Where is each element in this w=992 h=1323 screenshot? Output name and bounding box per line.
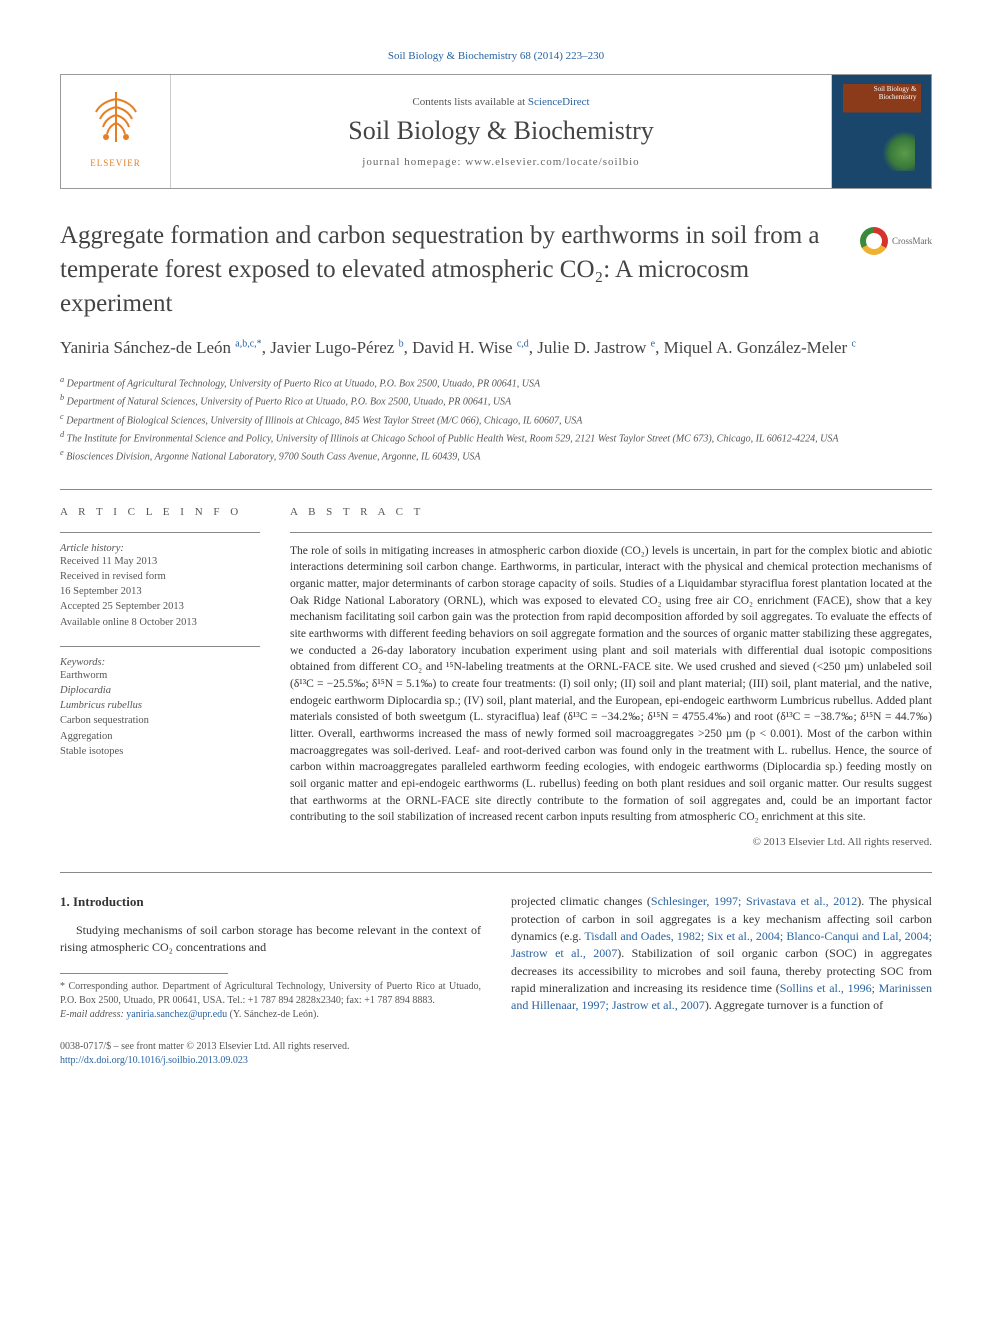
article-title: Aggregate formation and carbon sequestra… xyxy=(60,219,840,320)
abstract-copyright: © 2013 Elsevier Ltd. All rights reserved… xyxy=(290,836,932,848)
journal-homepage[interactable]: journal homepage: www.elsevier.com/locat… xyxy=(362,156,639,168)
abstract-text: The role of soils in mitigating increase… xyxy=(290,543,932,826)
keyword: Aggregation xyxy=(60,729,260,744)
elsevier-tree-icon xyxy=(86,87,146,156)
authors: Yaniria Sánchez-de León a,b,c,*, Javier … xyxy=(60,336,932,360)
journal-cover-thumb[interactable]: Soil Biology & Biochemistry xyxy=(843,84,921,179)
crossmark-badge[interactable]: CrossMark xyxy=(860,227,932,255)
history-line: Accepted 25 September 2013 xyxy=(60,599,260,614)
divider xyxy=(60,646,260,647)
article-info-heading: A R T I C L E I N F O xyxy=(60,506,260,518)
header-center: Contents lists available at ScienceDirec… xyxy=(171,75,831,188)
affiliation-line: d The Institute for Environmental Scienc… xyxy=(60,429,932,446)
history-line: Received 11 May 2013 xyxy=(60,554,260,569)
keyword: Earthworm xyxy=(60,668,260,683)
article-history: Article history: Received 11 May 2013Rec… xyxy=(60,543,260,630)
affiliation-line: b Department of Natural Sciences, Univer… xyxy=(60,392,932,409)
section-number: 1. xyxy=(60,894,70,909)
abstract-column: A B S T R A C T The role of soils in mit… xyxy=(290,506,932,848)
footer-bar: 0038-0717/$ – see front matter © 2013 El… xyxy=(60,1040,481,1068)
journal-header: ELSEVIER Contents lists available at Sci… xyxy=(60,74,932,189)
journal-name: Soil Biology & Biochemistry xyxy=(348,116,654,146)
elsevier-logo-cell: ELSEVIER xyxy=(61,75,171,188)
elsevier-logo[interactable]: ELSEVIER xyxy=(76,87,156,177)
sciencedirect-link[interactable]: ScienceDirect xyxy=(528,96,590,108)
keywords-label: Keywords: xyxy=(60,657,260,668)
email-link[interactable]: yaniria.sanchez@upr.edu xyxy=(126,1009,227,1020)
citation-link[interactable]: Schlesinger, 1997; Srivastava et al., 20… xyxy=(651,894,857,908)
history-line: Available online 8 October 2013 xyxy=(60,615,260,630)
email-suffix: (Y. Sánchez-de León). xyxy=(227,1009,319,1020)
section-title: Introduction xyxy=(73,894,144,909)
divider xyxy=(60,489,932,490)
cover-cell: Soil Biology & Biochemistry xyxy=(831,75,931,188)
text-span: ). Aggregate turnover is a function of xyxy=(705,998,883,1012)
crossmark-icon xyxy=(860,227,888,255)
contents-line: Contents lists available at ScienceDirec… xyxy=(412,96,589,108)
footnote-corr: * Corresponding author. Department of Ag… xyxy=(60,980,481,1008)
footnote-email: E-mail address: yaniria.sanchez@upr.edu … xyxy=(60,1008,481,1022)
keyword: Carbon sequestration xyxy=(60,713,260,728)
affiliation-line: e Biosciences Division, Argonne National… xyxy=(60,447,932,464)
body-text: 1. Introduction Studying mechanisms of s… xyxy=(60,893,932,1068)
affiliation-line: a Department of Agricultural Technology,… xyxy=(60,374,932,391)
divider xyxy=(60,872,932,873)
text-span: projected climatic changes ( xyxy=(511,894,651,908)
section-heading: 1. Introduction xyxy=(60,893,481,912)
issn-line: 0038-0717/$ – see front matter © 2013 El… xyxy=(60,1040,349,1054)
abstract-heading: A B S T R A C T xyxy=(290,506,932,518)
crossmark-label: CrossMark xyxy=(892,236,932,246)
history-label: Article history: xyxy=(60,543,260,554)
history-line: 16 September 2013 xyxy=(60,584,260,599)
keyword: Stable isotopes xyxy=(60,744,260,759)
corresponding-author-footnote: * Corresponding author. Department of Ag… xyxy=(60,980,481,1022)
affiliation-line: c Department of Biological Sciences, Uni… xyxy=(60,411,932,428)
email-label: E-mail address: xyxy=(60,1009,126,1020)
divider xyxy=(290,532,932,533)
paragraph: Studying mechanisms of soil carbon stora… xyxy=(60,922,481,957)
keywords: Keywords: EarthwormDiplocardiaLumbricus … xyxy=(60,657,260,759)
article-info-column: A R T I C L E I N F O Article history: R… xyxy=(60,506,260,848)
keyword: Diplocardia xyxy=(60,683,260,698)
doi-link[interactable]: http://dx.doi.org/10.1016/j.soilbio.2013… xyxy=(60,1055,248,1066)
contents-prefix: Contents lists available at xyxy=(412,96,527,108)
cover-label: Soil Biology & Biochemistry xyxy=(843,86,917,101)
journal-citation[interactable]: Soil Biology & Biochemistry 68 (2014) 22… xyxy=(60,50,932,62)
paragraph: projected climatic changes (Schlesinger,… xyxy=(511,893,932,1015)
elsevier-wordmark: ELSEVIER xyxy=(90,158,141,168)
divider xyxy=(60,532,260,533)
history-line: Received in revised form xyxy=(60,569,260,584)
footnote-rule xyxy=(60,973,228,974)
keyword: Lumbricus rubellus xyxy=(60,698,260,713)
affiliations: a Department of Agricultural Technology,… xyxy=(60,374,932,465)
